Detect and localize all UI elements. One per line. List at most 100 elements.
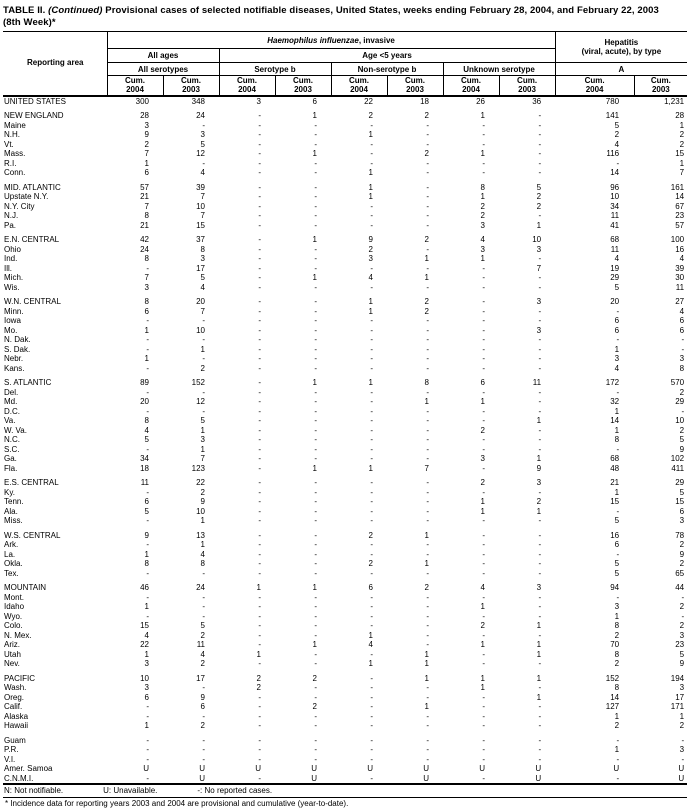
value-cell: 6 <box>679 316 685 325</box>
value-cell: 171 <box>670 702 685 711</box>
table-row: S. ATLANTIC 89 152-1 1 8 6 11 172 570 <box>3 378 687 388</box>
value-cell: 2 <box>368 559 373 568</box>
value-cell: 21 <box>140 220 149 230</box>
value-cell: 46 <box>140 583 149 592</box>
value-cell: 27 <box>675 297 685 306</box>
value-cell: - <box>370 158 373 168</box>
value-cell: 3 <box>480 454 485 463</box>
value-cell: - <box>426 387 429 397</box>
value-cell: 2 <box>144 139 149 149</box>
value-cell: 2 <box>614 721 620 730</box>
value-cell: - <box>258 220 261 230</box>
value-cell: - <box>258 235 261 244</box>
value-cell: - <box>370 325 373 335</box>
value-cell: - <box>370 120 373 130</box>
value-cell: - <box>482 463 485 473</box>
value-cell: - <box>538 363 542 373</box>
value-cell: - <box>314 559 317 568</box>
value-cell: - <box>426 611 429 621</box>
reporting-area-cell: Guam <box>4 735 26 745</box>
value-cell: 6 <box>679 506 685 516</box>
value-cell: 3 <box>614 354 620 363</box>
value-cell: - <box>146 344 149 354</box>
value-cell: - <box>258 516 261 525</box>
value-cell: - <box>314 120 317 130</box>
value-cell: 348 <box>191 96 205 106</box>
value-cell: - <box>538 444 542 454</box>
value-cell: 9 <box>679 444 685 454</box>
value-cell: 5 <box>679 487 685 497</box>
reporting-area-cell: Ariz. <box>4 640 20 649</box>
value-cell: 5 <box>614 568 620 578</box>
value-cell: - <box>538 168 542 177</box>
value-cell: U <box>535 764 542 773</box>
value-cell: - <box>482 273 485 282</box>
reporting-area-cell: Wyo. <box>4 611 23 621</box>
value-cell: - <box>258 158 261 168</box>
value-cell: 4 <box>144 425 149 435</box>
value-cell: 28 <box>675 111 685 120</box>
value-cell: - <box>258 335 261 344</box>
year-label: 2004 <box>238 85 256 95</box>
table-row: Tex. - - - - - - - - 5 65 <box>3 569 687 579</box>
value-cell: - <box>314 158 317 168</box>
reporting-area-cell: Ga. <box>4 454 17 463</box>
reporting-area-cell: MID. ATLANTIC <box>4 182 61 192</box>
table-row: MID. ATLANTIC 57 39 - - 1 - 8 5 96 161 <box>3 183 687 193</box>
value-cell: 8 <box>480 182 485 192</box>
value-cell: - <box>538 130 542 139</box>
value-cell: 2 <box>200 487 205 497</box>
value-cell: - <box>482 139 485 149</box>
value-cell: - <box>538 335 542 344</box>
reporting-area-cell: V.I. <box>4 754 16 764</box>
value-cell: - <box>538 530 542 540</box>
value-cell: - <box>538 702 542 711</box>
value-cell: 1 <box>536 621 542 630</box>
value-cell: 2 <box>679 621 685 630</box>
value-cell: - <box>370 683 373 692</box>
value-cell: 1 <box>480 673 485 683</box>
value-cell: - <box>538 602 542 611</box>
value-cell: 5 <box>144 435 149 444</box>
value-cell: - <box>146 335 149 344</box>
value-cell: - <box>482 168 485 177</box>
value-cell: - <box>146 754 149 764</box>
reporting-area-cell: R.I. <box>4 158 17 168</box>
value-cell: 1 <box>144 325 149 335</box>
value-cell: 34 <box>140 454 149 463</box>
table-row: Maine 3 - - - - - - - 5 1 <box>3 121 687 131</box>
value-cell: - <box>538 659 542 668</box>
year-label: 2003 <box>182 85 200 95</box>
value-cell: 7 <box>144 149 149 158</box>
value-cell: - <box>482 263 485 273</box>
cum-2004-header: Cum. 2004 <box>107 75 163 97</box>
footnote: * Incidence data for reporting years 200… <box>5 799 349 808</box>
value-cell: 1 <box>424 702 429 711</box>
value-cell: - <box>258 478 261 487</box>
cum-label: Cum. <box>293 76 313 86</box>
value-cell: 9 <box>368 235 373 244</box>
value-cell: 411 <box>671 463 685 473</box>
value-cell: 5 <box>200 416 205 425</box>
reporting-area-cell: Utah <box>4 649 21 659</box>
table-row: E.S. CENTRAL 11 22 - - - - 2 3 21 29 <box>3 478 687 488</box>
value-cell: - <box>258 149 261 158</box>
value-cell: 39 <box>196 182 205 192</box>
value-cell: - <box>538 683 542 692</box>
cum-2003-header: Cum. 2003 <box>498 75 556 97</box>
value-cell: 1 <box>368 192 373 201</box>
value-cell: 1 <box>614 425 620 435</box>
value-cell: 7 <box>536 263 542 273</box>
value-cell: 24 <box>140 244 149 254</box>
table-row: N.H. 9 3 - - 1 - - - 2 2 <box>3 130 687 140</box>
value-cell: - <box>314 254 317 263</box>
value-cell: 2 <box>679 721 685 730</box>
value-cell: 7 <box>144 273 149 282</box>
value-cell: 29 <box>675 397 685 406</box>
value-cell: 7 <box>200 211 205 220</box>
value-cell: - <box>616 306 620 316</box>
reporting-area-cell: S.C. <box>4 444 20 454</box>
value-cell: - <box>426 168 429 177</box>
value-cell: 5 <box>200 621 205 630</box>
value-cell: - <box>616 549 620 559</box>
